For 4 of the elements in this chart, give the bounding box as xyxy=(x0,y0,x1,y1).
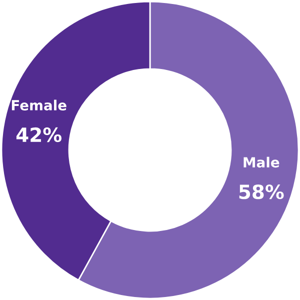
slice-label: Female xyxy=(12,100,66,110)
data-label: 58% xyxy=(239,184,284,200)
slice-label: Male xyxy=(244,156,280,168)
data-label: 42% xyxy=(16,127,62,142)
